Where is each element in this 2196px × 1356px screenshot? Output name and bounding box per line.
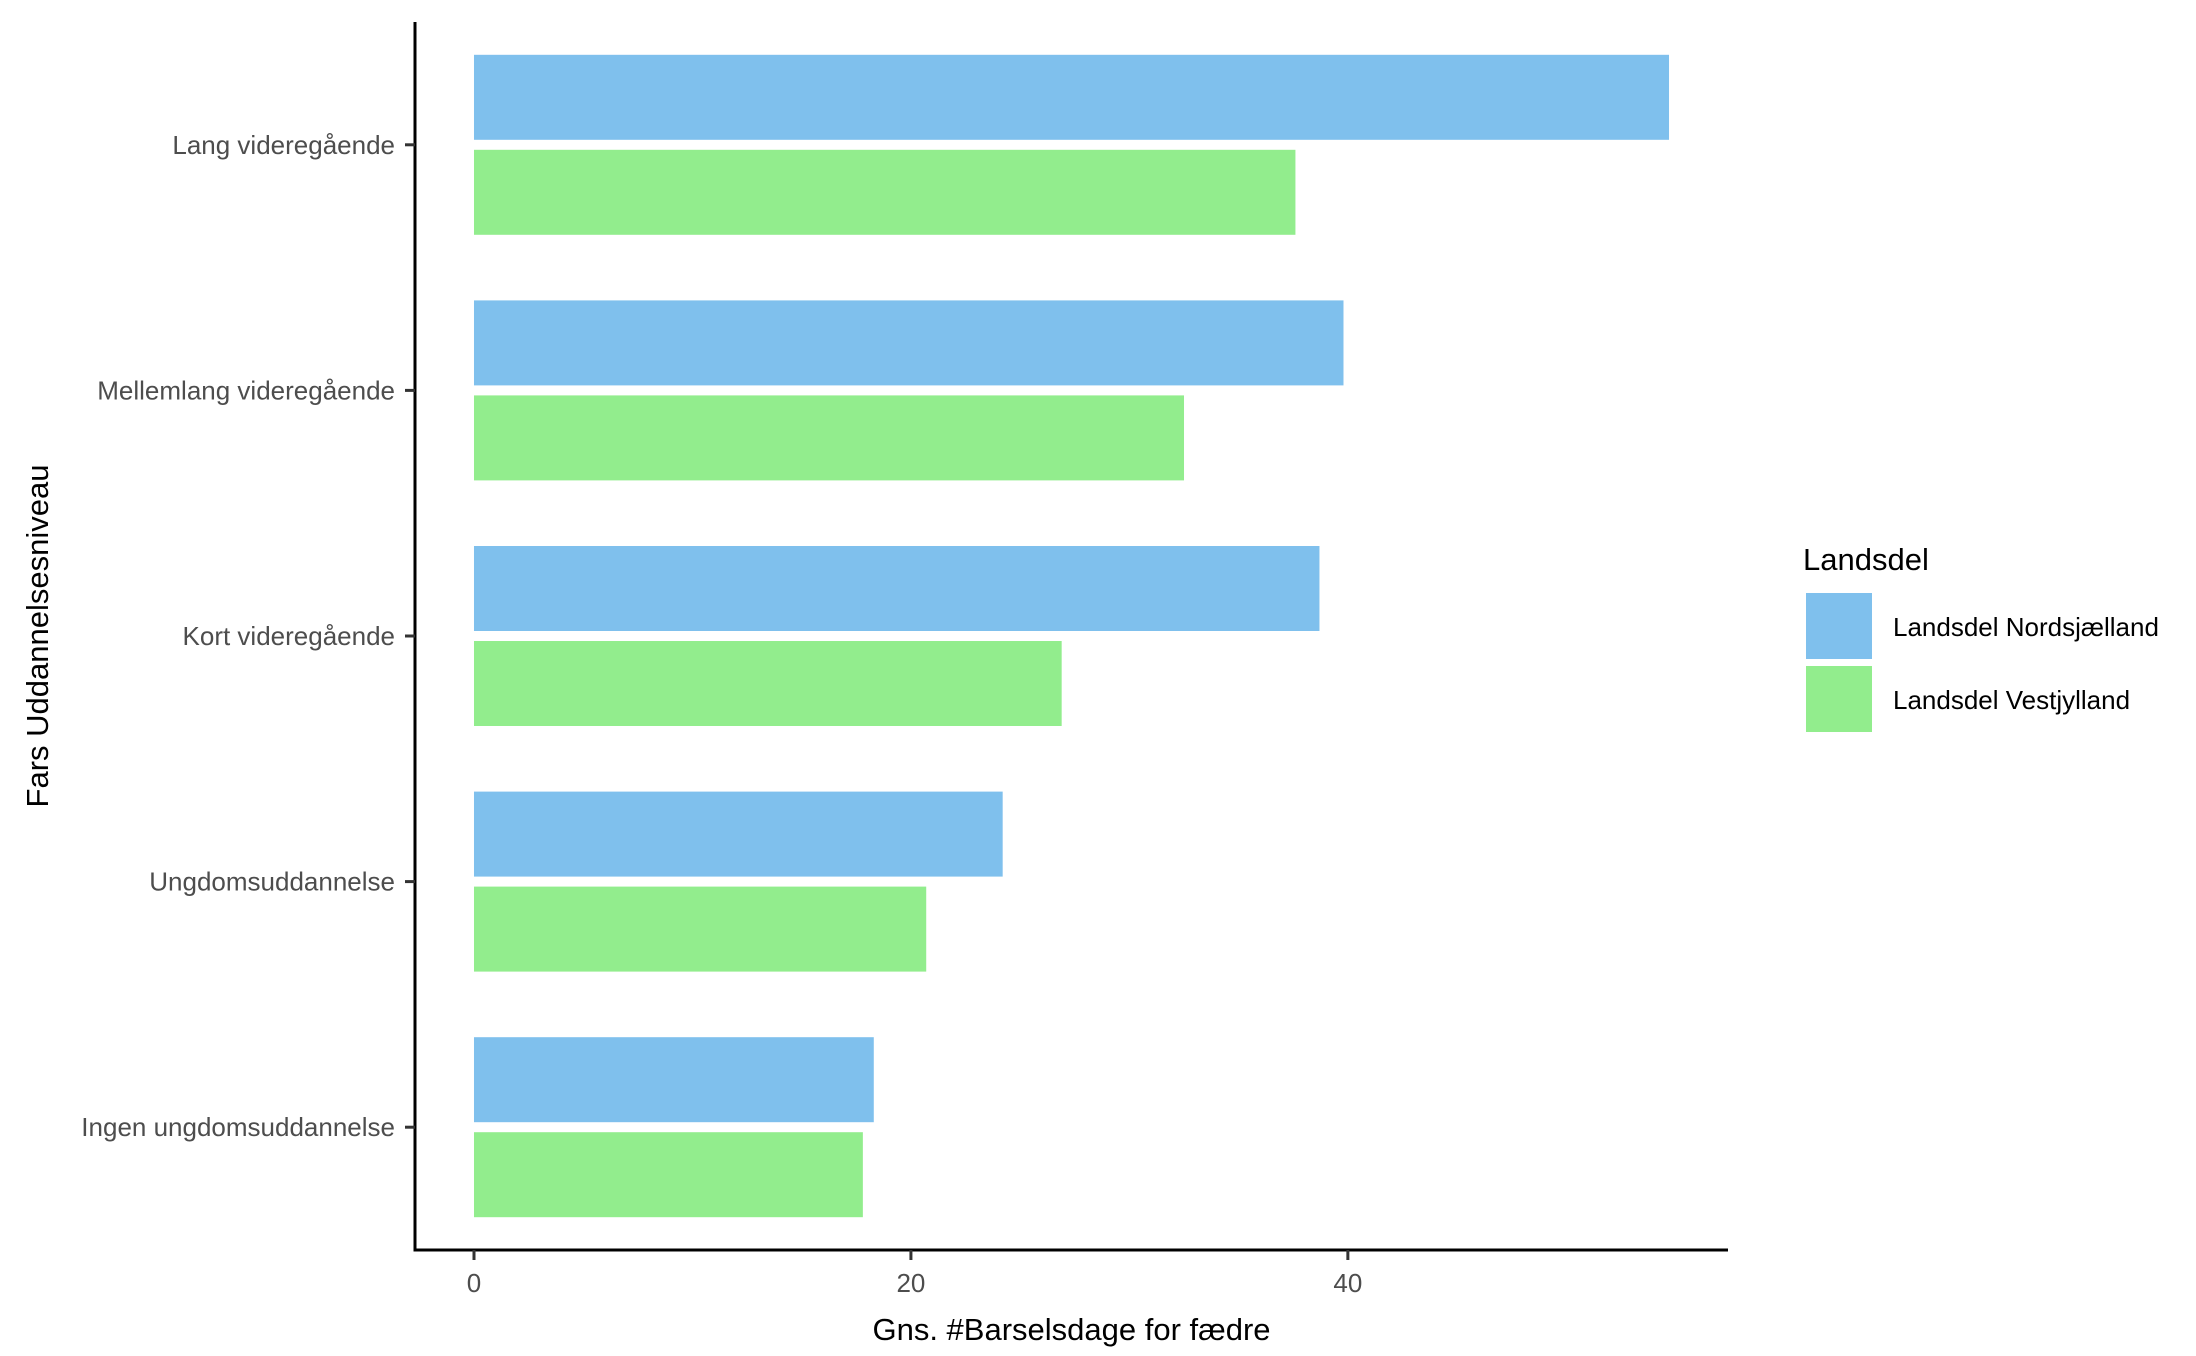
x-tick-label: 40 — [1333, 1268, 1362, 1298]
legend-label: Landsdel Nordsjælland — [1893, 612, 2159, 642]
bar — [473, 149, 1296, 235]
legend-key — [1806, 593, 1872, 659]
bar — [473, 395, 1185, 481]
bar — [473, 641, 1062, 726]
bar — [473, 886, 927, 972]
legend-key — [1806, 666, 1872, 732]
bar — [473, 54, 1670, 140]
y-tick-label: Ungdomsuddannelse — [149, 867, 395, 897]
legend-label: Landsdel Vestjylland — [1893, 685, 2130, 715]
y-tick-label: Kort videregående — [183, 621, 395, 651]
bar — [473, 300, 1344, 386]
x-axis-title: Gns. #Barselsdage for fædre — [872, 1312, 1270, 1347]
bar — [473, 791, 1003, 877]
bar — [473, 1037, 874, 1123]
bar — [473, 1132, 863, 1218]
y-tick-label: Ingen ungdomsuddannelse — [81, 1112, 395, 1142]
x-axis: 0 20 40 — [413, 1248, 1728, 1298]
legend: Landsdel Landsdel Nordsjælland Landsdel V… — [1803, 542, 2159, 732]
bar — [473, 546, 1320, 631]
y-tick-label: Lang videregående — [172, 130, 395, 160]
bars-group — [473, 54, 1670, 1218]
y-axis: Lang videregående Mellemlang videregående… — [81, 22, 417, 1252]
x-tick-label: 0 — [467, 1268, 481, 1298]
y-tick-label: Mellemlang videregående — [97, 375, 395, 405]
x-tick-label: 20 — [896, 1268, 925, 1298]
legend-title: Landsdel — [1803, 542, 1929, 577]
y-axis-title: Fars Uddannelsesniveau — [20, 465, 55, 808]
